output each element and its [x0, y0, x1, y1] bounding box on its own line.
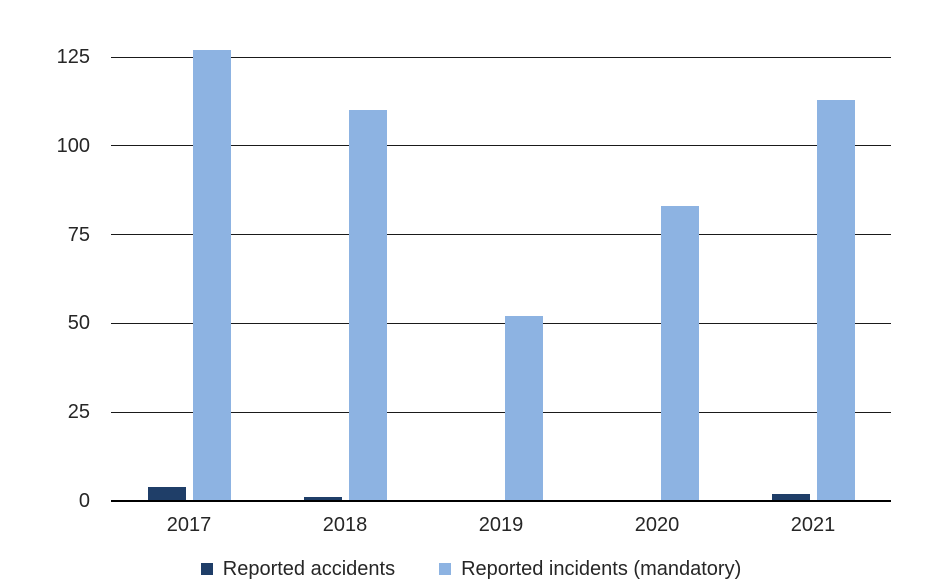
x-axis-label: 2019 — [478, 514, 524, 536]
gridline — [111, 322, 891, 324]
bar-incidents-2018 — [348, 110, 387, 501]
bar-incidents-2019 — [504, 316, 543, 501]
bar-incidents-2020 — [660, 206, 699, 501]
x-axis-label: 2021 — [790, 514, 836, 536]
bar-accidents-2021 — [771, 493, 810, 501]
y-axis-tick-label: 75 — [67, 223, 90, 246]
x-axis-label: 2020 — [634, 514, 680, 536]
y-axis-tick-label: 0 — [78, 490, 90, 512]
legend-label-accidents: Reported accidents — [222, 558, 396, 580]
legend: Reported accidents Reported incidents (ma… — [0, 556, 942, 582]
y-axis-tick-label: 50 — [67, 312, 90, 335]
legend-item-accidents: Reported accidents — [200, 556, 396, 582]
gridline — [111, 234, 891, 236]
gridline — [111, 56, 891, 58]
legend-swatch-accidents — [200, 563, 213, 575]
gridline — [111, 145, 891, 147]
y-axis-tick-label: 100 — [56, 134, 90, 157]
gridline — [111, 411, 891, 413]
x-axis-line — [111, 500, 891, 502]
bar-accidents-2018 — [303, 497, 342, 501]
x-axis-label: 2017 — [166, 514, 212, 536]
y-axis-tick-label: 25 — [67, 401, 90, 424]
bar-accidents-2017 — [147, 486, 186, 501]
x-axis-label: 2018 — [322, 514, 368, 536]
bar-incidents-2017 — [192, 49, 231, 501]
legend-swatch-incidents — [439, 563, 452, 575]
bar-incidents-2021 — [816, 99, 855, 501]
legend-item-incidents: Reported incidents (mandatory) — [439, 556, 741, 582]
legend-label-incidents: Reported incidents (mandatory) — [461, 558, 742, 580]
y-axis-tick-label: 125 — [56, 46, 90, 68]
